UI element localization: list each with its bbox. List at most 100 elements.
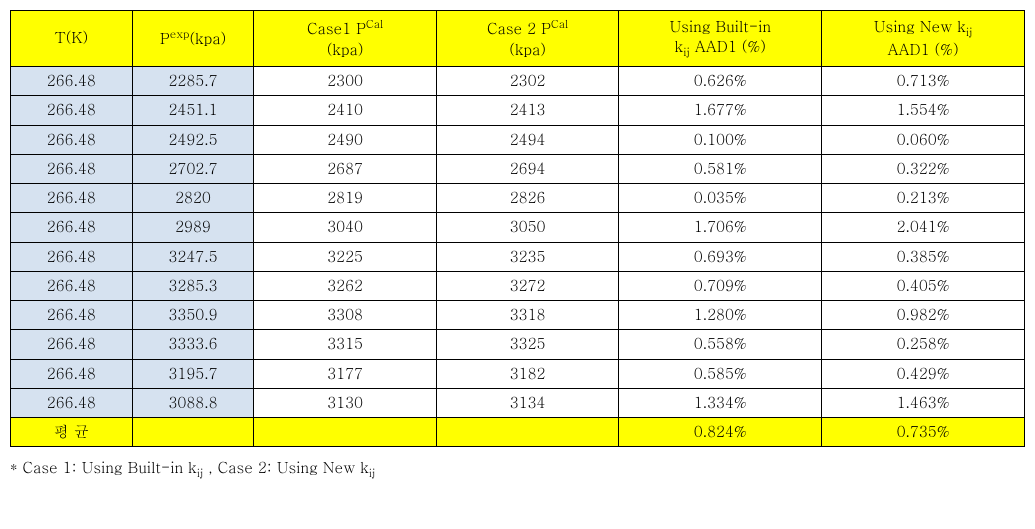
table-row: 266.483350.9330833181.280%0.982%	[11, 301, 1025, 330]
cell: 2492.5	[132, 125, 254, 154]
cell: 0.060%	[822, 125, 1025, 154]
cell: 0.035%	[619, 184, 822, 213]
table-row: 266.482989304030501.706%2.041%	[11, 213, 1025, 242]
col-header-new-aad: Using New kijAAD1 (%)	[822, 11, 1025, 67]
cell: 2494	[436, 125, 619, 154]
cell: 0.258%	[822, 330, 1025, 359]
header-row: T(K) Pexp(kpa) Case1 PCal(kpa) Case 2 PC…	[11, 11, 1025, 67]
cell: 2300	[254, 67, 437, 96]
cell: 2694	[436, 154, 619, 183]
cell: 0.405%	[822, 271, 1025, 300]
cell: 3040	[254, 213, 437, 242]
cell: 0.429%	[822, 359, 1025, 388]
average-cell: 0.735%	[822, 418, 1025, 447]
cell: 0.693%	[619, 242, 822, 271]
cell: 2302	[436, 67, 619, 96]
cell: 2826	[436, 184, 619, 213]
cell: 2687	[254, 154, 437, 183]
col-header-builtin-aad: Using Built-inkij AAD1 (%)	[619, 11, 822, 67]
cell: 266.48	[11, 242, 133, 271]
cell: 266.48	[11, 301, 133, 330]
average-cell	[254, 418, 437, 447]
table-row: 266.483088.8313031341.334%1.463%	[11, 388, 1025, 417]
cell: 2820	[132, 184, 254, 213]
cell: 3325	[436, 330, 619, 359]
cell: 1.463%	[822, 388, 1025, 417]
cell: 3130	[254, 388, 437, 417]
cell: 3247.5	[132, 242, 254, 271]
table-body: 266.482285.7230023020.626%0.713%266.4824…	[11, 67, 1025, 447]
cell: 266.48	[11, 330, 133, 359]
cell: 3333.6	[132, 330, 254, 359]
cell: 3235	[436, 242, 619, 271]
cell: 3088.8	[132, 388, 254, 417]
average-label: 평 균	[11, 418, 133, 447]
table-row: 266.483333.6331533250.558%0.258%	[11, 330, 1025, 359]
cell: 2285.7	[132, 67, 254, 96]
cell: 0.558%	[619, 330, 822, 359]
average-cell	[436, 418, 619, 447]
average-cell: 0.824%	[619, 418, 822, 447]
cell: 0.709%	[619, 271, 822, 300]
average-row: 평 균 0.824%0.735%	[11, 418, 1025, 447]
cell: 3318	[436, 301, 619, 330]
cell: 2702.7	[132, 154, 254, 183]
table-row: 266.483285.3326232720.709%0.405%	[11, 271, 1025, 300]
cell: 2819	[254, 184, 437, 213]
col-header-tk: T(K)	[11, 11, 133, 67]
table-wrapper: T(K) Pexp(kpa) Case1 PCal(kpa) Case 2 PC…	[10, 10, 1025, 481]
table-row: 266.483247.5322532350.693%0.385%	[11, 242, 1025, 271]
cell: 3350.9	[132, 301, 254, 330]
cell: 3262	[254, 271, 437, 300]
cell: 266.48	[11, 359, 133, 388]
table-row: 266.482451.1241024131.677%1.554%	[11, 96, 1025, 125]
cell: 3177	[254, 359, 437, 388]
col-header-case2: Case 2 PCal(kpa)	[436, 11, 619, 67]
cell: 3050	[436, 213, 619, 242]
cell: 266.48	[11, 67, 133, 96]
cell: 3308	[254, 301, 437, 330]
cell: 3285.3	[132, 271, 254, 300]
cell: 2490	[254, 125, 437, 154]
cell: 0.213%	[822, 184, 1025, 213]
cell: 2.041%	[822, 213, 1025, 242]
cell: 3182	[436, 359, 619, 388]
cell: 266.48	[11, 271, 133, 300]
cell: 0.982%	[822, 301, 1025, 330]
cell: 3225	[254, 242, 437, 271]
table-row: 266.482820281928260.035%0.213%	[11, 184, 1025, 213]
cell: 1.706%	[619, 213, 822, 242]
cell: 0.322%	[822, 154, 1025, 183]
data-table: T(K) Pexp(kpa) Case1 PCal(kpa) Case 2 PC…	[10, 10, 1025, 447]
cell: 266.48	[11, 154, 133, 183]
cell: 0.581%	[619, 154, 822, 183]
average-cell	[132, 418, 254, 447]
footnote: * Case 1: Using Built-in kij , Case 2: U…	[10, 457, 1025, 481]
col-header-case1: Case1 PCal(kpa)	[254, 11, 437, 67]
cell: 266.48	[11, 184, 133, 213]
table-row: 266.482285.7230023020.626%0.713%	[11, 67, 1025, 96]
cell: 0.385%	[822, 242, 1025, 271]
cell: 2410	[254, 96, 437, 125]
cell: 1.677%	[619, 96, 822, 125]
cell: 2413	[436, 96, 619, 125]
cell: 1.554%	[822, 96, 1025, 125]
cell: 0.626%	[619, 67, 822, 96]
cell: 3195.7	[132, 359, 254, 388]
cell: 0.100%	[619, 125, 822, 154]
col-header-pexp: Pexp(kpa)	[132, 11, 254, 67]
cell: 0.713%	[822, 67, 1025, 96]
cell: 0.585%	[619, 359, 822, 388]
cell: 2989	[132, 213, 254, 242]
cell: 3272	[436, 271, 619, 300]
cell: 3134	[436, 388, 619, 417]
table-row: 266.482492.5249024940.100%0.060%	[11, 125, 1025, 154]
table-row: 266.483195.7317731820.585%0.429%	[11, 359, 1025, 388]
cell: 266.48	[11, 388, 133, 417]
cell: 266.48	[11, 213, 133, 242]
cell: 266.48	[11, 96, 133, 125]
cell: 2451.1	[132, 96, 254, 125]
cell: 1.280%	[619, 301, 822, 330]
cell: 266.48	[11, 125, 133, 154]
cell: 3315	[254, 330, 437, 359]
